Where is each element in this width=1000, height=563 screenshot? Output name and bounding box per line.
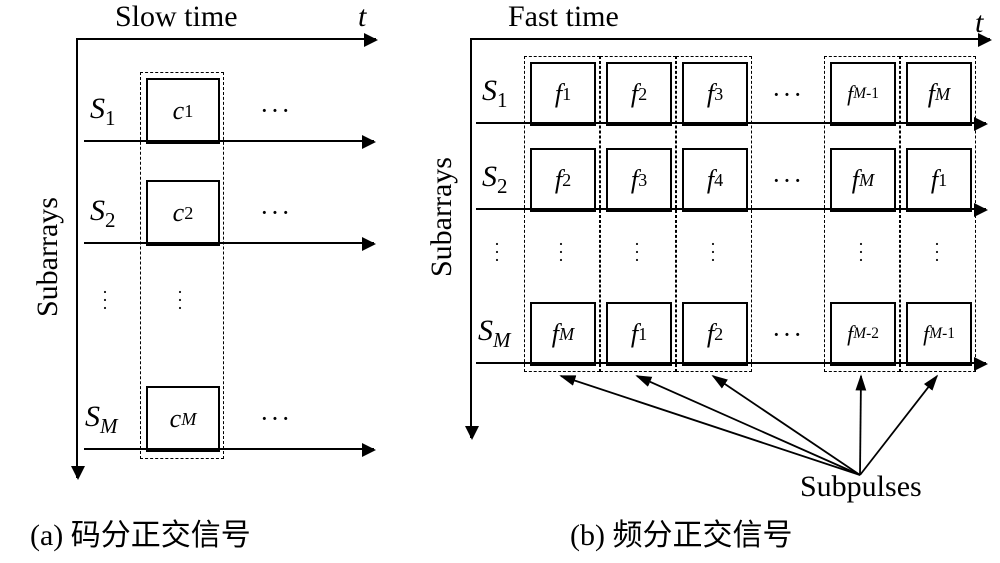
left-cell-c1: c1 <box>146 78 220 144</box>
left-vdots-col1: ··· <box>102 288 108 312</box>
right-y-axis-label: Subarrays <box>425 137 459 297</box>
r2c2: f3 <box>606 148 672 212</box>
r2c4: fM <box>830 148 896 212</box>
r1c2: f2 <box>606 62 672 126</box>
left-x-axis-label: Slow time <box>115 0 238 34</box>
rvd2: ··· <box>634 240 640 264</box>
r1c3: f3 <box>682 62 748 126</box>
r1c5: fM <box>906 62 972 126</box>
right-x-axis <box>470 38 990 40</box>
right-x-axis-label: Fast time <box>508 0 619 34</box>
r2c3: f4 <box>682 148 748 212</box>
left-cell-c2: c2 <box>146 180 220 246</box>
left-x-axis <box>76 38 376 40</box>
rvd0: ··· <box>494 240 500 264</box>
left-row-label-2: S2 <box>90 194 116 233</box>
left-row-arrow-M <box>84 448 374 450</box>
right-row-arrow-2 <box>476 208 986 210</box>
rvd4: ··· <box>858 240 864 264</box>
left-row-label-M: SM <box>85 400 118 439</box>
left-row-arrow-2 <box>84 242 374 244</box>
right-y-axis <box>470 38 472 438</box>
left-caption: (a) 码分正交信号 <box>30 510 251 554</box>
r3-dots: ··· <box>772 320 804 350</box>
left-vdots-col2: ··· <box>177 288 183 312</box>
rvd5: ··· <box>934 240 940 264</box>
left-row-arrow-1 <box>84 140 374 142</box>
r2c1: f2 <box>530 148 596 212</box>
r2-dots: ··· <box>772 166 804 196</box>
left-y-axis <box>76 38 78 478</box>
left-cell-cM: cM <box>146 386 220 452</box>
r3c3: f2 <box>682 302 748 366</box>
subpulses-label: Subpulses <box>800 470 922 504</box>
r1c1: f1 <box>530 62 596 126</box>
r3c4: fM-2 <box>830 302 896 366</box>
rvd3: ··· <box>710 240 716 264</box>
r1c4: fM-1 <box>830 62 896 126</box>
left-row-dots-2: ··· <box>260 198 292 228</box>
left-x-var: ˆt <box>358 0 366 34</box>
left-row-label-1: S1 <box>90 92 116 131</box>
rvd1: ··· <box>558 240 564 264</box>
r3c2: f1 <box>606 302 672 366</box>
left-row-dots-M: ··· <box>260 404 292 434</box>
right-x-var: t <box>975 6 983 40</box>
left-row-dots-1: ··· <box>260 96 292 126</box>
r2c5: f1 <box>906 148 972 212</box>
r1-dots: ··· <box>772 80 804 110</box>
right-row-arrow-1 <box>476 122 986 124</box>
right-row-label-2: S2 <box>482 160 508 199</box>
right-row-label-M: SM <box>478 314 511 353</box>
right-row-arrow-M <box>476 362 986 364</box>
r3c1: fM <box>530 302 596 366</box>
right-caption: (b) 频分正交信号 <box>570 510 792 554</box>
left-y-axis-label: Subarrays <box>31 177 65 337</box>
r3c5: fM-1 <box>906 302 972 366</box>
right-row-label-1: S1 <box>482 74 508 113</box>
